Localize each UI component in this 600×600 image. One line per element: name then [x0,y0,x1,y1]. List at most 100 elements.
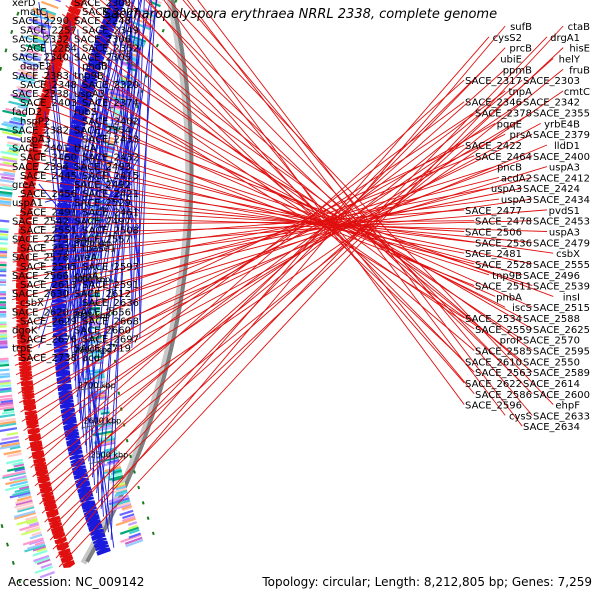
reverse-gene-label: insI [563,292,580,303]
reverse-gene-block [16,272,29,276]
reverse-cog-bar [26,519,39,525]
reverse-cog-bar [0,247,8,250]
reverse-gene-block [55,39,70,49]
forward-cog-bar [114,490,128,497]
reverse-leader-line [62,13,533,351]
reverse-cog-bar [26,49,43,57]
forward-cog-bar [108,494,129,503]
reverse-leader-line [14,220,533,235]
forward-cog-bar [119,526,139,535]
forward-leader-line [138,0,141,321]
reverse-gene-label: SACE_2555 [533,260,590,271]
reverse-cog-bar [33,10,55,20]
forward-gene-label: SACE_2591 [82,280,139,291]
reverse-cog-bar [0,443,21,450]
forward-gene-block [65,435,80,441]
forward-gene-label: SACE_2403 [20,98,77,109]
forward-cog-bar [115,517,136,527]
gc-mark-inner [137,485,141,490]
reverse-cog-bar [6,143,20,149]
reverse-cog-bar [0,263,7,267]
reverse-gene-block [31,450,45,460]
reverse-cog-bar [1,185,14,190]
forward-gene-label: SACE_2529 [74,198,131,209]
gc-mark-outer [5,542,9,547]
reverse-gene-label: SACE_2478 [475,217,532,228]
reverse-cog-bar [0,363,10,367]
reverse-cog-bar [0,381,11,386]
reverse-leader-line [167,0,554,405]
forward-cog-bar [97,456,119,464]
reverse-cog-bar [16,517,38,526]
forward-leader-line [69,128,90,239]
reverse-gene-block [26,165,39,171]
reverse-gene-label: uspA3 [501,195,532,206]
reverse-cog-bar [8,147,20,152]
forward-gene-label: SACE_2612 [74,289,131,300]
forward-gene-block [58,389,73,396]
reverse-cog-bar [0,379,11,383]
reverse-gene-block [32,129,46,135]
reverse-cog-bar [36,558,51,566]
tick-label: 3000 kbp [72,275,110,284]
reverse-leader-line [55,31,523,341]
reverse-cog-bar [0,183,14,188]
reverse-gene-block [46,70,60,79]
reverse-gene-label: pncB [497,163,522,174]
reverse-cog-bar [0,163,17,168]
reverse-gene-label: SACE_2539 [533,282,590,293]
forward-gene-label: phdB [82,62,108,73]
reverse-cog-bar [0,387,12,391]
forward-gene-label: SACE_2402 [82,116,139,127]
reverse-gene-block [48,64,62,73]
position-ticks: 2500 kbp 2600 kbp 2700 kbp 2800 kbp 2900 kbp… [70,239,128,465]
tick-label: 2500 kbp [90,451,128,460]
reverse-leader-line [20,177,554,254]
reverse-gene-label: SACE_2346 [465,98,522,109]
reverse-gene-label: cysS [509,411,532,422]
forward-gene-block [84,71,99,79]
reverse-gene-label: pvdS1 [549,206,580,217]
reverse-cog-bar [30,12,54,23]
reverse-cog-bar [22,35,47,46]
forward-gene-block [82,506,97,513]
reverse-cog-bar [0,242,8,245]
reverse-gene-block [34,461,47,467]
reverse-cog-bar [6,136,22,141]
reverse-cog-bar [1,410,15,415]
reverse-cog-bar [0,254,7,257]
reverse-leader-line [26,90,506,450]
tick-mark [71,239,108,244]
reverse-cog-bar [0,179,15,184]
reverse-cog-bar [15,499,33,506]
reverse-cog-bar [17,105,28,110]
forward-gene-label: SACE_2456 [20,189,77,200]
reverse-cog-bar [10,93,31,101]
forward-cog-bar [108,487,127,495]
reverse-cog-bar [0,261,7,264]
reverse-gene-label: SACE_2614 [523,379,580,390]
reverse-cog-bar [0,248,8,252]
reverse-cog-bar [31,531,42,537]
reverse-gene-label: acdA2 [501,173,532,184]
forward-cog-bar [115,485,127,491]
gc-mark-inner [136,104,139,109]
reverse-cog-bar [9,475,27,482]
forward-gene-block [105,10,120,20]
reverse-gene-label: SACE_2379 [533,130,590,141]
reverse-cog-bar [0,403,14,408]
forward-leader-line [98,89,102,257]
forward-cog-bar [110,113,123,120]
forward-gene-label: SACE_2697 [82,335,139,346]
tick-mark [89,455,125,465]
forward-gene-block [83,75,98,82]
forward-gene-label: SACE_2493 [74,162,131,173]
reverse-gene-block [33,126,46,132]
forward-gene-label: SACE_2433 [82,134,139,145]
reverse-cog-bar [8,100,29,108]
forward-cog-bar [99,440,116,446]
forward-gene-block [93,540,109,549]
reverse-leader-line [28,90,564,459]
forward-cog-bar [125,539,144,548]
reverse-cog-bar [21,527,41,536]
